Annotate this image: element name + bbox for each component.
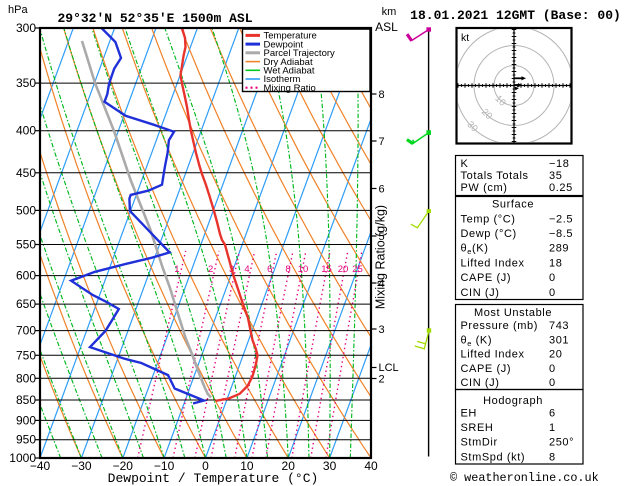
svg-text:−20: −20 <box>113 459 134 473</box>
svg-text:750: 750 <box>16 348 36 362</box>
svg-text:2: 2 <box>208 264 213 275</box>
svg-text:5: 5 <box>379 231 385 243</box>
svg-text:0: 0 <box>549 363 556 375</box>
svg-text:Mixing Ratio (g/kg): Mixing Ratio (g/kg) <box>374 205 388 309</box>
svg-text:Temperature: Temperature <box>264 31 317 42</box>
svg-text:CIN (J): CIN (J) <box>461 377 500 389</box>
svg-text:8: 8 <box>285 264 290 275</box>
svg-text:20: 20 <box>282 459 296 473</box>
svg-text:−10: −10 <box>154 459 175 473</box>
svg-text:Dewpoint: Dewpoint <box>264 39 304 50</box>
svg-text:10: 10 <box>240 459 254 473</box>
svg-text:PW (cm): PW (cm) <box>461 182 508 194</box>
svg-text:2: 2 <box>379 374 385 386</box>
svg-text:900: 900 <box>16 413 36 427</box>
svg-text:Dewp (°C): Dewp (°C) <box>461 228 517 240</box>
svg-text:30: 30 <box>323 459 337 473</box>
svg-text:Totals Totals: Totals Totals <box>461 170 529 182</box>
svg-text:LCL: LCL <box>379 362 399 374</box>
svg-text:−2.5: −2.5 <box>549 213 573 225</box>
svg-text:0: 0 <box>549 287 556 299</box>
svg-text:−18: −18 <box>549 158 569 170</box>
svg-text:300: 300 <box>16 21 36 35</box>
svg-text:ASL: ASL <box>375 20 398 34</box>
svg-text:7: 7 <box>379 136 385 148</box>
svg-text:0: 0 <box>549 272 556 284</box>
svg-text:20: 20 <box>549 349 562 361</box>
svg-text:743: 743 <box>549 320 569 332</box>
svg-text:700: 700 <box>16 324 36 338</box>
svg-text:4: 4 <box>379 278 385 290</box>
svg-text:hPa: hPa <box>8 4 28 16</box>
svg-text:600: 600 <box>16 269 36 283</box>
svg-text:650: 650 <box>16 297 36 311</box>
svg-text:10: 10 <box>298 264 309 275</box>
svg-text:Most Unstable: Most Unstable <box>474 307 552 319</box>
svg-text:8: 8 <box>549 451 556 463</box>
svg-text:StmSpd (kt): StmSpd (kt) <box>461 451 526 463</box>
svg-text:18.01.2021 12GMT (Base: 00): 18.01.2021 12GMT (Base: 00) <box>410 8 621 23</box>
svg-text:Wet Adiabat: Wet Adiabat <box>264 66 315 77</box>
svg-text:Isotherm: Isotherm <box>264 74 301 85</box>
svg-text:CAPE (J): CAPE (J) <box>461 363 512 375</box>
svg-text:350: 350 <box>16 76 36 90</box>
svg-text:Hodograph: Hodograph <box>483 395 543 407</box>
svg-text:289: 289 <box>549 243 569 255</box>
svg-text:Mixing Ratio: Mixing Ratio <box>264 83 316 94</box>
svg-text:500: 500 <box>16 203 36 217</box>
svg-text:40: 40 <box>364 459 378 473</box>
svg-text:15: 15 <box>321 264 332 275</box>
svg-text:−40: −40 <box>30 459 51 473</box>
svg-text:250°: 250° <box>549 437 574 449</box>
svg-text:0.25: 0.25 <box>549 182 573 194</box>
svg-text:8: 8 <box>379 89 385 101</box>
svg-text:−30: −30 <box>71 459 92 473</box>
svg-text:© weatheronline.co.uk: © weatheronline.co.uk <box>450 471 599 485</box>
svg-text:Dewpoint / Temperature (°C): Dewpoint / Temperature (°C) <box>108 471 319 486</box>
svg-text:6: 6 <box>267 264 272 275</box>
svg-text:1: 1 <box>174 264 179 275</box>
svg-text:3: 3 <box>379 324 385 336</box>
svg-text:0: 0 <box>549 377 556 389</box>
svg-text:km: km <box>382 6 397 18</box>
svg-text:SREH: SREH <box>461 422 494 434</box>
svg-text:StmDir: StmDir <box>461 437 498 449</box>
svg-text:850: 850 <box>16 393 36 407</box>
svg-text:θe (K): θe (K) <box>461 334 493 348</box>
svg-text:Parcel Trajectory: Parcel Trajectory <box>264 48 336 59</box>
svg-text:800: 800 <box>16 371 36 385</box>
svg-text:Temp (°C): Temp (°C) <box>461 213 516 225</box>
svg-text:400: 400 <box>16 124 36 138</box>
svg-text:550: 550 <box>16 238 36 252</box>
svg-text:Lifted Index: Lifted Index <box>461 349 525 361</box>
svg-text:450: 450 <box>16 166 36 180</box>
svg-text:Pressure (mb): Pressure (mb) <box>461 320 538 332</box>
svg-text:4: 4 <box>244 264 249 275</box>
svg-text:18: 18 <box>549 257 562 269</box>
svg-text:35: 35 <box>549 170 562 182</box>
svg-text:1000: 1000 <box>9 451 36 465</box>
svg-text:1: 1 <box>549 422 556 434</box>
svg-text:950: 950 <box>16 433 36 447</box>
svg-text:6: 6 <box>379 184 385 196</box>
svg-text:Surface: Surface <box>492 199 534 211</box>
svg-text:θe(K): θe(K) <box>461 243 489 257</box>
svg-text:CAPE (J): CAPE (J) <box>461 272 512 284</box>
svg-text:EH: EH <box>461 408 477 420</box>
svg-text:20: 20 <box>338 264 349 275</box>
svg-text:Lifted Index: Lifted Index <box>461 257 525 269</box>
svg-text:K: K <box>461 158 469 170</box>
svg-text:29°32'N 52°35'E 1500m ASL: 29°32'N 52°35'E 1500m ASL <box>57 11 252 26</box>
svg-text:301: 301 <box>549 334 569 346</box>
svg-text:kt: kt <box>461 32 469 44</box>
svg-text:0: 0 <box>202 459 209 473</box>
svg-text:Dry Adiabat: Dry Adiabat <box>264 57 313 68</box>
svg-text:25: 25 <box>352 264 363 275</box>
svg-text:CIN (J): CIN (J) <box>461 287 500 299</box>
svg-text:−8.5: −8.5 <box>549 228 573 240</box>
svg-text:6: 6 <box>549 408 556 420</box>
